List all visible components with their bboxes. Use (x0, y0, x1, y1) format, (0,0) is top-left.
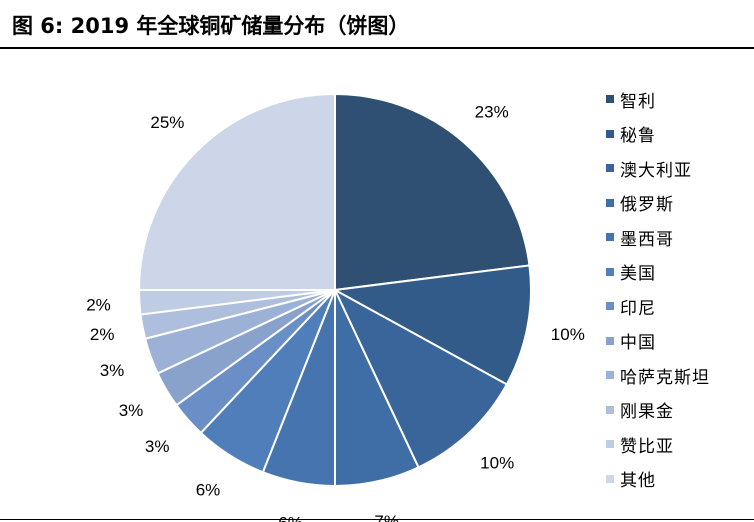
chart-title: 图 6: 2019 年全球铜矿储量分布（饼图） (12, 14, 410, 38)
legend-item: 俄罗斯 (606, 186, 710, 221)
pie-slice-2 (332, 287, 509, 469)
legend-item: 哈萨克斯坦 (606, 358, 710, 393)
slice-value-label: 6% (278, 513, 303, 522)
legend-label: 其他 (620, 471, 656, 492)
pie-slice-11 (137, 92, 336, 291)
legend-item: 印尼 (606, 289, 710, 324)
slice-value-label: 3% (145, 437, 170, 456)
legend-label: 哈萨克斯坦 (620, 367, 710, 388)
title-divider (0, 47, 754, 49)
legend-swatch (606, 405, 614, 414)
legend-swatch (606, 474, 614, 483)
legend-swatch (606, 95, 614, 104)
legend-item: 中国 (606, 324, 710, 359)
chart-legend: 智利秘鲁澳大利亚俄罗斯墨西哥美国印尼中国哈萨克斯坦刚果金赞比亚其他 (606, 82, 710, 496)
legend-item: 其他 (606, 462, 710, 497)
legend-item: 智利 (606, 82, 710, 117)
legend-swatch (606, 198, 614, 207)
legend-swatch (606, 164, 614, 173)
legend-label: 赞比亚 (620, 436, 674, 457)
legend-item: 赞比亚 (606, 427, 710, 462)
slice-value-label: 10% (551, 325, 585, 344)
slice-value-label: 25% (150, 113, 184, 132)
legend-label: 墨西哥 (620, 229, 674, 250)
legend-label: 刚果金 (620, 402, 674, 423)
pie-slice-0 (334, 92, 531, 292)
bottom-divider (0, 519, 754, 520)
legend-swatch (606, 129, 614, 138)
legend-swatch (606, 440, 614, 449)
legend-item: 刚果金 (606, 393, 710, 428)
legend-item: 墨西哥 (606, 220, 710, 255)
slice-value-label: 10% (480, 453, 514, 472)
legend-item: 美国 (606, 255, 710, 290)
slice-value-label: 2% (86, 295, 111, 314)
legend-label: 澳大利亚 (620, 160, 692, 181)
legend-swatch (606, 302, 614, 311)
legend-swatch (606, 233, 614, 242)
pie-slice-1 (331, 264, 532, 386)
legend-label: 美国 (620, 264, 656, 285)
legend-label: 俄罗斯 (620, 195, 674, 216)
legend-item: 澳大利亚 (606, 151, 710, 186)
legend-swatch (606, 336, 614, 345)
slice-value-label: 7% (374, 512, 399, 522)
legend-label: 中国 (620, 333, 656, 354)
legend-swatch (606, 371, 614, 380)
slice-value-label: 2% (90, 325, 115, 344)
slice-value-label: 3% (119, 401, 144, 420)
legend-swatch (606, 267, 614, 276)
legend-label: 秘鲁 (620, 126, 656, 147)
legend-label: 智利 (620, 91, 656, 112)
slice-value-label: 23% (475, 103, 509, 122)
slice-value-label: 3% (100, 361, 125, 380)
legend-label: 印尼 (620, 298, 656, 319)
slice-value-label: 6% (196, 481, 221, 500)
legend-item: 秘鲁 (606, 117, 710, 152)
